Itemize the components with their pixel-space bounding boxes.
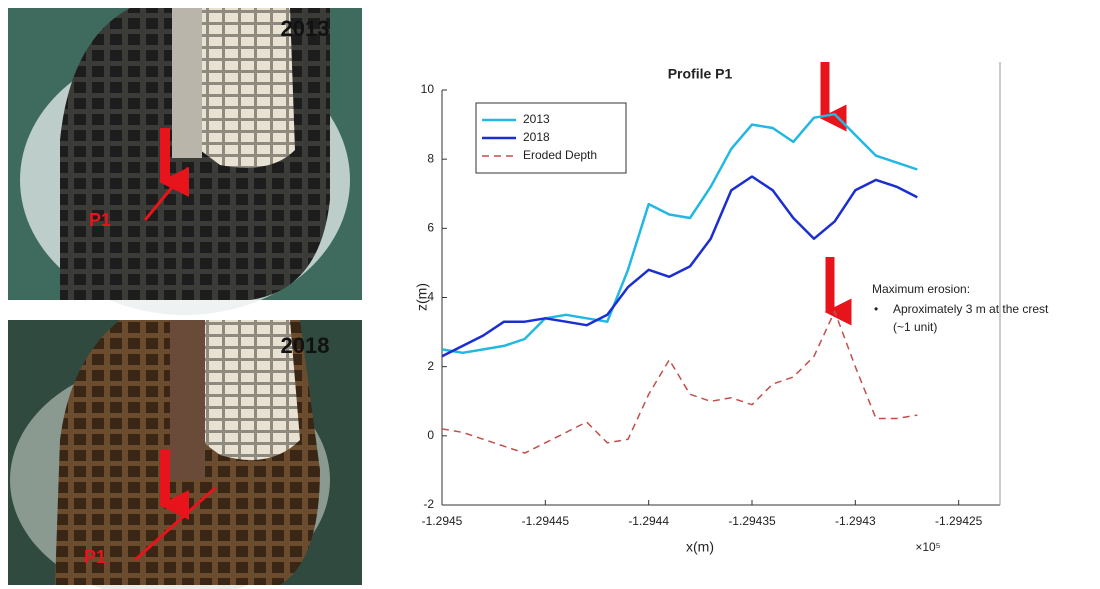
y-tick-label: 2 <box>427 359 434 373</box>
x-tick-label: -1.29435 <box>728 514 776 528</box>
photo-2013: 2013 P1 <box>8 8 362 315</box>
profile-label: P1 <box>89 210 111 230</box>
figure: 2013 P1 2018 P1 Profile P1 x(m) ×10⁵ z(m… <box>0 0 1100 589</box>
x-axis-label: x(m) <box>686 539 714 555</box>
line-series <box>442 311 917 453</box>
photo-year: 2013 <box>281 16 330 41</box>
photo-2018: 2018 P1 <box>8 320 362 589</box>
x-tick-label: -1.2945 <box>422 514 463 528</box>
annotation-bullet: • <box>874 302 878 316</box>
chart-title: Profile P1 <box>668 66 733 82</box>
annotation: (~1 unit) <box>893 320 937 334</box>
y-tick-label: -2 <box>423 497 434 511</box>
legend-label: 2018 <box>523 130 550 144</box>
y-tick-label: 8 <box>427 151 434 165</box>
line-series <box>442 177 917 357</box>
annotation: Maximum erosion: <box>872 282 970 296</box>
x-tick-label: -1.29445 <box>522 514 570 528</box>
y-tick-label: 4 <box>427 290 434 304</box>
y-tick-label: 10 <box>421 82 435 96</box>
y-tick-label: 6 <box>427 221 434 235</box>
legend-label: Eroded Depth <box>523 148 597 162</box>
y-tick-label: 0 <box>427 428 434 442</box>
legend-label: 2013 <box>523 112 550 126</box>
x-tick-label: -1.2943 <box>835 514 876 528</box>
x-tick-label: -1.2944 <box>628 514 669 528</box>
profile-label: P1 <box>84 547 106 567</box>
photo-year: 2018 <box>281 333 330 358</box>
x-multiplier: ×10⁵ <box>915 540 940 554</box>
annotation: Aproximately 3 m at the crest <box>893 302 1049 316</box>
x-tick-label: -1.29425 <box>935 514 983 528</box>
